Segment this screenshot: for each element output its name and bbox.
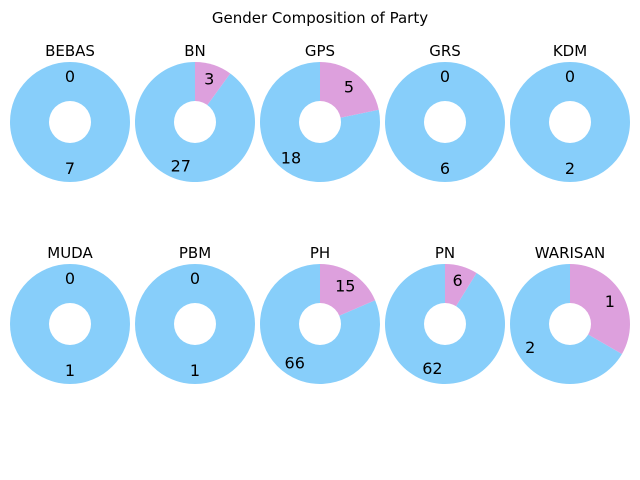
pie-panel: GRS 6 0 <box>385 42 505 182</box>
slice-value-label: 2 <box>565 159 575 178</box>
slice-value-label: 1 <box>190 361 200 380</box>
slice-value-label: 2 <box>525 338 535 357</box>
pie-panel: PN 62 6 <box>384 244 506 384</box>
slice-value-label: 62 <box>422 359 442 378</box>
slice-value-label: 27 <box>171 157 191 176</box>
donut-hole <box>174 101 216 143</box>
panel-title: PH <box>310 244 330 262</box>
panel-title: GRS <box>429 42 461 60</box>
donut-hole <box>299 101 341 143</box>
pie-slice <box>260 62 380 182</box>
panel-title: MUDA <box>47 244 93 262</box>
panel-title: BEBAS <box>45 42 95 60</box>
slice-value-label: 0 <box>65 269 75 288</box>
panel-title: PBM <box>179 244 211 262</box>
panel-title: BN <box>184 42 206 60</box>
chart-title: Gender Composition of Party <box>212 9 428 27</box>
panel-title: PN <box>435 244 455 262</box>
pie-panel: WARISAN 2 1 <box>510 244 630 384</box>
pie-panel: PBM 1 0 <box>135 244 255 384</box>
pie-panel: GPS 18 5 <box>260 42 380 182</box>
donut-hole <box>174 303 216 345</box>
donut-hole <box>549 303 591 345</box>
donut-hole <box>49 101 91 143</box>
slice-value-label: 7 <box>65 159 75 178</box>
slice-value-label: 66 <box>285 353 305 372</box>
slice-value-label: 15 <box>335 277 355 296</box>
slice-value-label: 6 <box>440 159 450 178</box>
slice-value-label: 18 <box>281 149 301 168</box>
donut-hole <box>424 101 466 143</box>
slice-value-label: 0 <box>65 67 75 86</box>
pie-panel: BN 27 3 <box>135 42 256 183</box>
slice-value-label: 0 <box>190 269 200 288</box>
panel-title: GPS <box>305 42 335 60</box>
slice-value-label: 6 <box>452 271 462 290</box>
pie-panels: BEBAS70BN273GPS185GRS60KDM20MUDA10PBM10P… <box>10 42 630 384</box>
slice-value-label: 0 <box>565 67 575 86</box>
slice-value-label: 3 <box>204 69 214 88</box>
donut-hole <box>49 303 91 345</box>
slice-value-label: 0 <box>440 67 450 86</box>
slice-value-label: 1 <box>605 292 615 311</box>
panel-title: KDM <box>553 42 587 60</box>
donut-hole <box>424 303 466 345</box>
donut-hole <box>549 101 591 143</box>
pie-panel: PH 66 15 <box>260 244 380 384</box>
slice-value-label: 5 <box>344 77 354 96</box>
pie-panel: KDM 2 0 <box>510 42 630 182</box>
panel-title: WARISAN <box>535 244 605 262</box>
pie-panel: MUDA 1 0 <box>10 244 130 384</box>
donut-hole <box>299 303 341 345</box>
slice-value-label: 1 <box>65 361 75 380</box>
pie-panel: BEBAS 7 0 <box>10 42 130 182</box>
